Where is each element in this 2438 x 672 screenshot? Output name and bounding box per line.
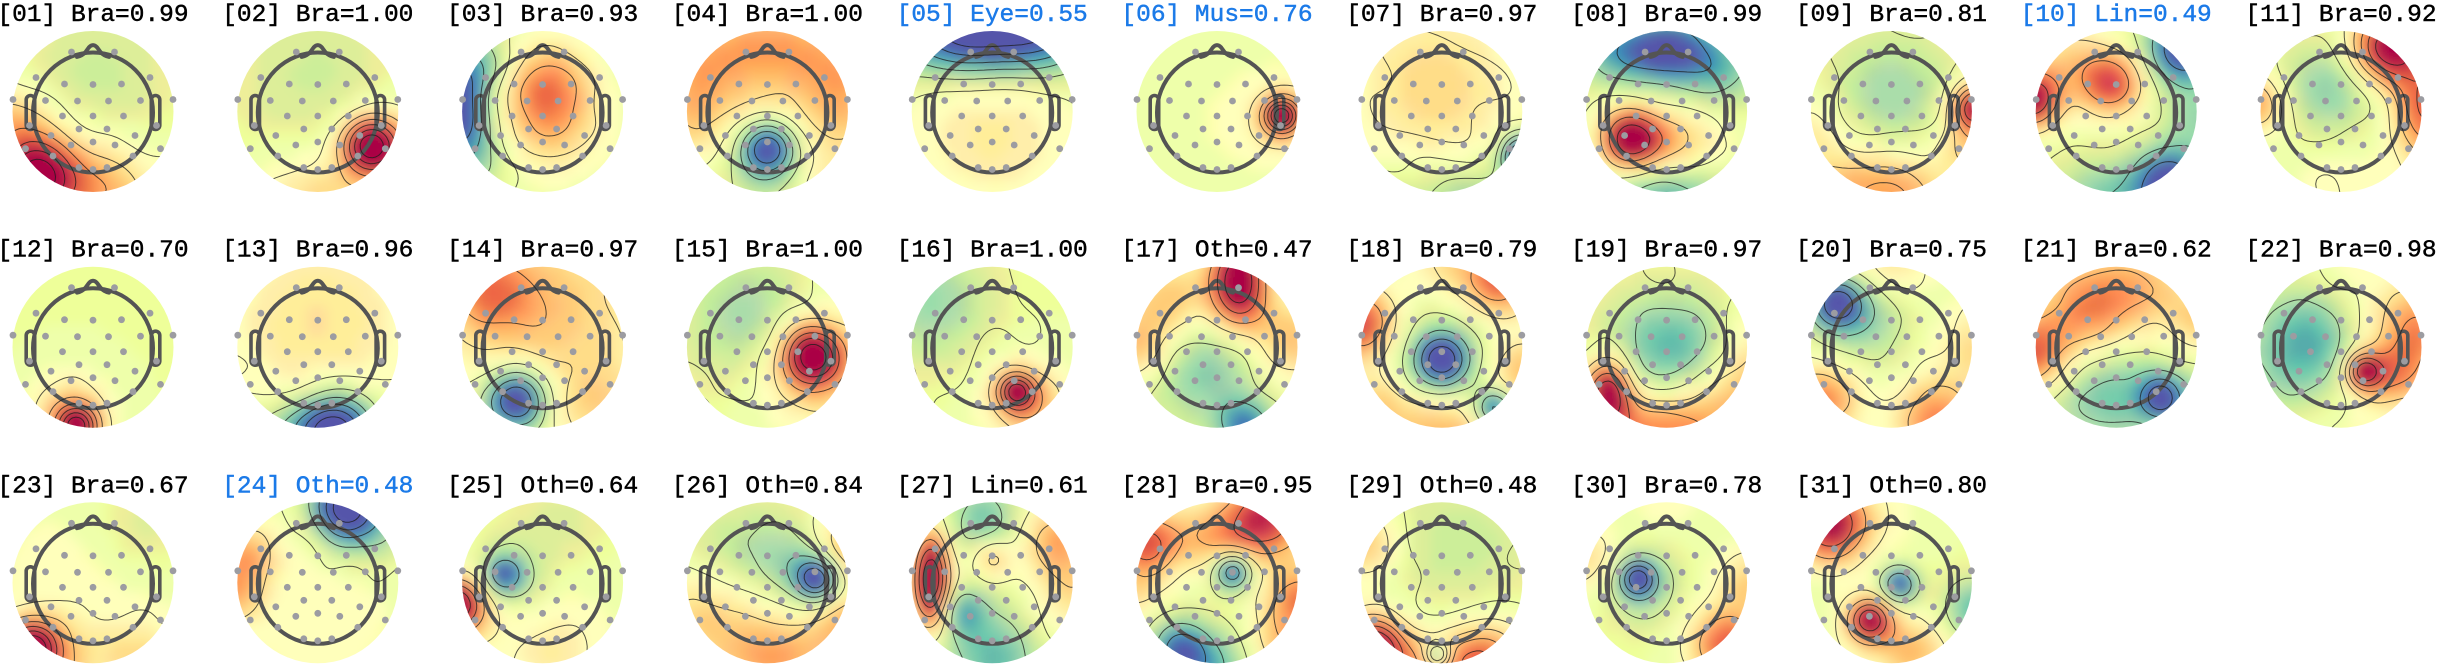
svg-text:[15] Bra=1.00: [15] Bra=1.00 — [672, 238, 863, 265]
svg-text:[22] Bra=0.98: [22] Bra=0.98 — [2245, 238, 2436, 265]
svg-text:[19] Bra=0.97: [19] Bra=0.97 — [1571, 238, 1762, 265]
svg-text:[23] Bra=0.67: [23] Bra=0.67 — [0, 473, 189, 500]
svg-text:[18] Bra=0.79: [18] Bra=0.79 — [1346, 238, 1537, 265]
svg-text:[16] Bra=1.00: [16] Bra=1.00 — [897, 238, 1088, 265]
svg-text:[09] Bra=0.81: [09] Bra=0.81 — [1796, 2, 1987, 29]
svg-text:[10] Lin=0.49: [10] Lin=0.49 — [2021, 2, 2212, 29]
svg-text:[14] Bra=0.97: [14] Bra=0.97 — [447, 238, 638, 265]
svg-text:[25] Oth=0.64: [25] Oth=0.64 — [447, 473, 638, 500]
svg-text:[30] Bra=0.78: [30] Bra=0.78 — [1571, 473, 1762, 500]
svg-text:[02] Bra=1.00: [02] Bra=1.00 — [222, 2, 413, 29]
svg-text:[08] Bra=0.99: [08] Bra=0.99 — [1571, 2, 1762, 29]
svg-text:[24] Oth=0.48: [24] Oth=0.48 — [222, 473, 413, 500]
svg-text:[27] Lin=0.61: [27] Lin=0.61 — [897, 473, 1088, 500]
svg-text:[06] Mus=0.76: [06] Mus=0.76 — [1121, 2, 1312, 29]
svg-text:[11] Bra=0.92: [11] Bra=0.92 — [2245, 2, 2436, 29]
svg-text:[31] Oth=0.80: [31] Oth=0.80 — [1796, 473, 1987, 500]
svg-text:[17] Oth=0.47: [17] Oth=0.47 — [1121, 238, 1312, 265]
svg-text:[05] Eye=0.55: [05] Eye=0.55 — [897, 2, 1088, 29]
svg-text:[01] Bra=0.99: [01] Bra=0.99 — [0, 2, 189, 29]
svg-text:[29] Oth=0.48: [29] Oth=0.48 — [1346, 473, 1537, 500]
svg-text:[03] Bra=0.93: [03] Bra=0.93 — [447, 2, 638, 29]
svg-text:[04] Bra=1.00: [04] Bra=1.00 — [672, 2, 863, 29]
svg-text:[26] Oth=0.84: [26] Oth=0.84 — [672, 473, 863, 500]
svg-text:[28] Bra=0.95: [28] Bra=0.95 — [1121, 473, 1312, 500]
svg-text:[12] Bra=0.70: [12] Bra=0.70 — [0, 238, 189, 265]
svg-text:[13] Bra=0.96: [13] Bra=0.96 — [222, 238, 413, 265]
svg-text:[21] Bra=0.62: [21] Bra=0.62 — [2021, 238, 2212, 265]
svg-text:[20] Bra=0.75: [20] Bra=0.75 — [1796, 238, 1987, 265]
svg-text:[07] Bra=0.97: [07] Bra=0.97 — [1346, 2, 1537, 29]
